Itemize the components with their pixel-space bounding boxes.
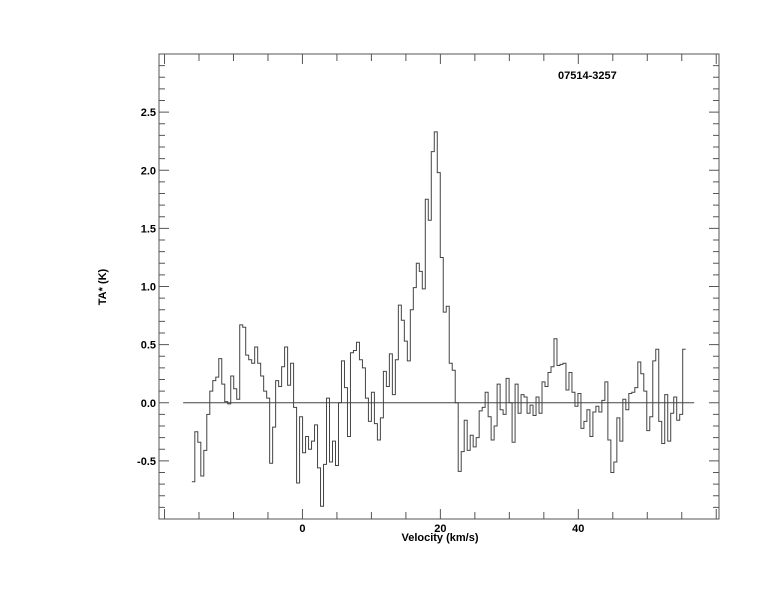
y-tick-label: 1.0 <box>141 282 156 294</box>
y-axis-label: TA* (K) <box>97 268 109 305</box>
y-tick-label: 1.5 <box>141 223 156 235</box>
x-tick-label: 20 <box>434 523 446 535</box>
chart-title: 07514-3257 <box>558 70 617 82</box>
x-axis-label: Velocity (km/s) <box>401 532 478 544</box>
y-tick-label: 2.5 <box>141 107 156 119</box>
axis-ticks <box>159 53 719 520</box>
y-tick-label: 0.5 <box>141 340 156 352</box>
x-tick-label: 40 <box>572 523 584 535</box>
y-tick-label: -0.5 <box>137 456 156 468</box>
y-tick-label: 0.0 <box>141 398 156 410</box>
plot-frame <box>158 53 720 520</box>
x-tick-label: 0 <box>299 523 305 535</box>
axis-tick-labels: 0 20 40 -0.5 0.0 0.5 1.0 1.5 2.0 2.5 <box>137 107 584 535</box>
spectrum-step-line <box>191 131 686 507</box>
y-tick-label: 2.0 <box>141 165 156 177</box>
